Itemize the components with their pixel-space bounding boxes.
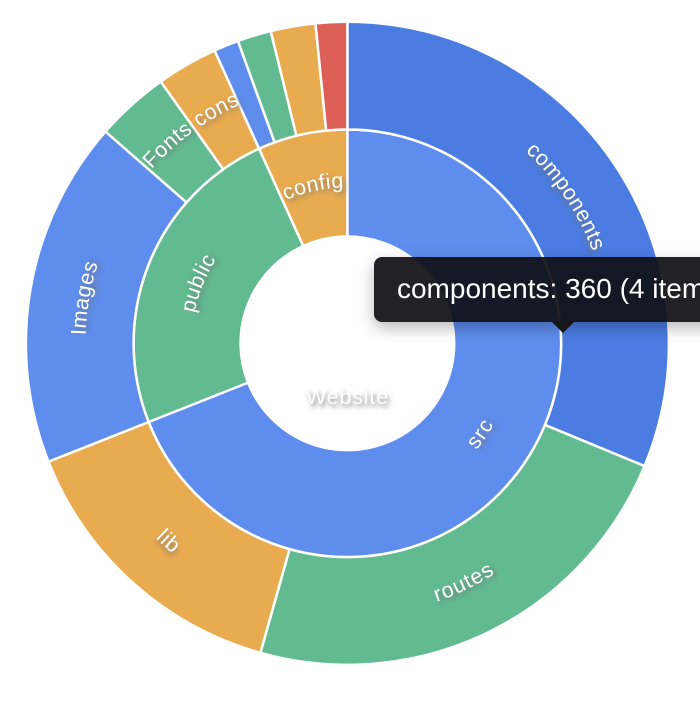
svg-text:Website: Website <box>306 385 389 409</box>
